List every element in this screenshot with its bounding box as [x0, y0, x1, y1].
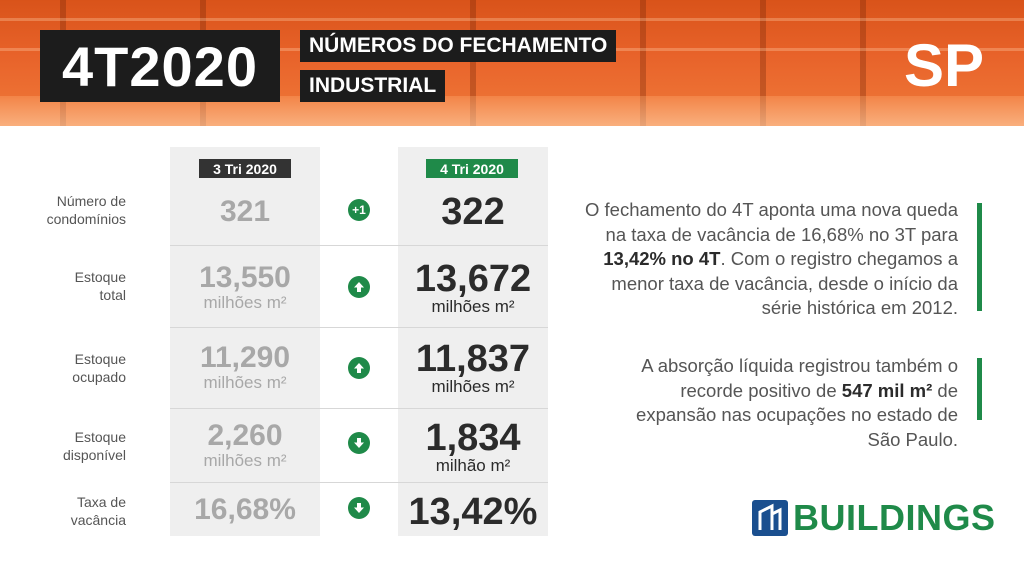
- commentary-vacancy: O fechamento do 4T aponta uma nova queda…: [584, 199, 958, 318]
- previous-value: 11,290 milhões m²: [199, 341, 291, 392]
- current-value: 13,672 milhões m²: [414, 258, 532, 316]
- row-divider: [170, 245, 548, 246]
- arrow-up-icon: [348, 357, 370, 379]
- current-value: 322: [441, 191, 505, 233]
- current-value: 13,42%: [408, 491, 538, 533]
- previous-quarter-column: [170, 147, 320, 536]
- arrow-up-icon: [348, 276, 370, 298]
- current-quarter-label: 4 Tri 2020: [426, 159, 518, 178]
- previous-value: 2,260 milhões m²: [203, 419, 287, 470]
- brand-name: BUILDINGS: [793, 497, 996, 538]
- plus-one-badge: +1: [348, 199, 370, 221]
- previous-value: 321: [219, 195, 271, 228]
- headline-line-1: NÚMEROS DO FECHAMENTO: [300, 30, 617, 62]
- row-label-estoque-ocupado: Estoque ocupado: [72, 351, 126, 385]
- row-label-estoque-total: Estoque total: [74, 269, 126, 303]
- current-value: 11,837 milhões m²: [415, 338, 531, 396]
- commentary-absorption: A absorção líquida registrou também o re…: [636, 355, 958, 450]
- buildings-logo: BUILDINGS: [752, 500, 996, 536]
- row-divider: [170, 327, 548, 328]
- period-title: 4T2020: [40, 30, 280, 102]
- accent-bar: [977, 358, 982, 420]
- current-value: 1,834 milhão m²: [425, 417, 521, 475]
- arrow-down-icon: [348, 432, 370, 454]
- current-quarter-column: [398, 147, 548, 536]
- previous-quarter-label: 3 Tri 2020: [199, 159, 291, 178]
- row-divider: [170, 408, 548, 409]
- arrow-down-icon: [348, 497, 370, 519]
- row-label-taxa-vacancia: Taxa de vacância: [70, 494, 126, 528]
- buildings-logo-icon: [752, 500, 788, 536]
- row-divider: [170, 482, 548, 483]
- headline-line-2: INDUSTRIAL: [300, 70, 446, 102]
- row-label-condominios: Número de condomínios: [46, 193, 126, 227]
- row-label-estoque-disponivel: Estoque disponível: [62, 429, 126, 463]
- state-label: SP: [903, 32, 984, 99]
- previous-value: 16,68%: [194, 493, 296, 526]
- previous-value: 13,550 milhões m²: [199, 261, 291, 312]
- accent-bar: [977, 203, 982, 311]
